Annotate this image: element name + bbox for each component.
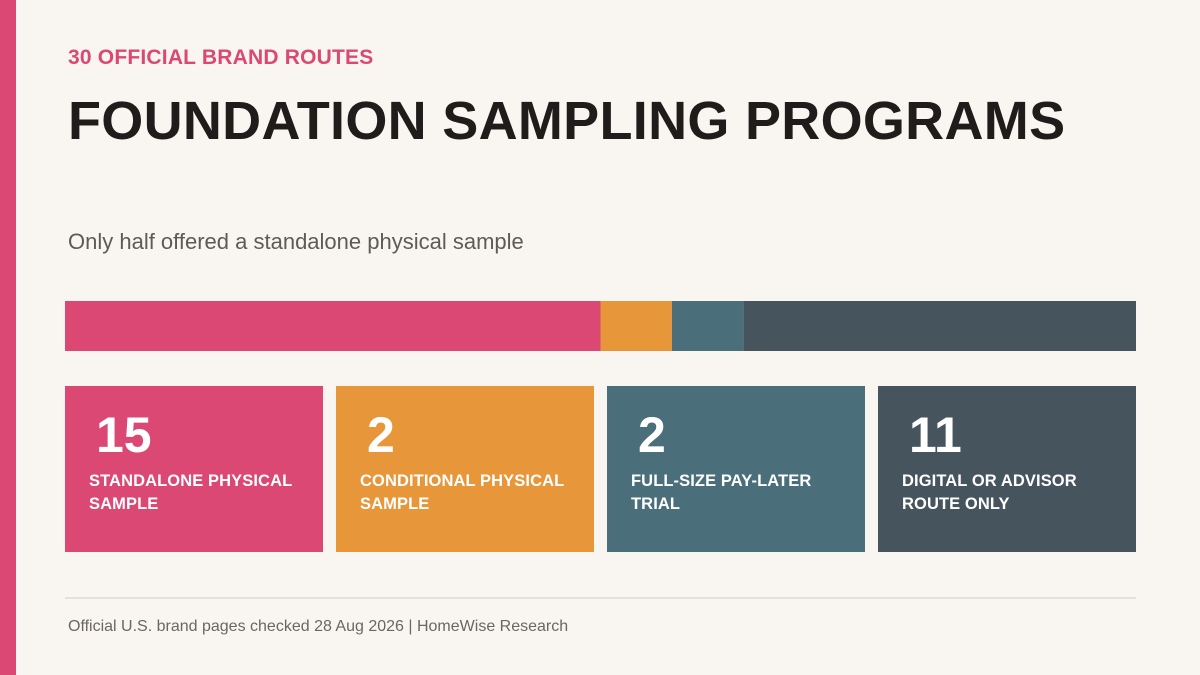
source-note: Official U.S. brand pages checked 28 Aug… bbox=[68, 618, 569, 635]
category-card: 2 CONDITIONAL PHYSICAL SAMPLE bbox=[336, 386, 594, 552]
stacked-bar-chart bbox=[65, 301, 1136, 351]
bar-segment bbox=[671, 301, 744, 351]
card-label: DIGITAL OR ADVISOR ROUTE ONLY bbox=[902, 472, 1077, 513]
card-label: CONDITIONAL PHYSICAL SAMPLE bbox=[360, 472, 564, 513]
card-label: STANDALONE PHYSICAL SAMPLE bbox=[89, 472, 292, 513]
eyebrow-label: 30 OFFICIAL BRAND ROUTES bbox=[68, 46, 374, 69]
subtitle: Only half offered a standalone physical … bbox=[68, 229, 524, 254]
card-value: 11 bbox=[909, 407, 962, 463]
bar-segment bbox=[65, 301, 601, 351]
left-accent-bar bbox=[0, 0, 16, 675]
category-card: 2 FULL-SIZE PAY-LATER TRIAL bbox=[607, 386, 865, 552]
category-card: 15 STANDALONE PHYSICAL SAMPLE bbox=[65, 386, 323, 552]
card-value: 2 bbox=[638, 407, 666, 463]
bar-segment bbox=[743, 301, 1136, 351]
bar-segment bbox=[600, 301, 672, 351]
card-label: FULL-SIZE PAY-LATER TRIAL bbox=[631, 472, 812, 513]
footer-divider bbox=[65, 597, 1136, 599]
card-value: 15 bbox=[96, 407, 152, 463]
page-title: FOUNDATION SAMPLING PROGRAMS bbox=[68, 91, 1066, 151]
category-card: 11 DIGITAL OR ADVISOR ROUTE ONLY bbox=[878, 386, 1136, 552]
category-cards: 15 STANDALONE PHYSICAL SAMPLE 2 CONDITIONAL… bbox=[65, 386, 1136, 552]
card-value: 2 bbox=[367, 407, 395, 463]
